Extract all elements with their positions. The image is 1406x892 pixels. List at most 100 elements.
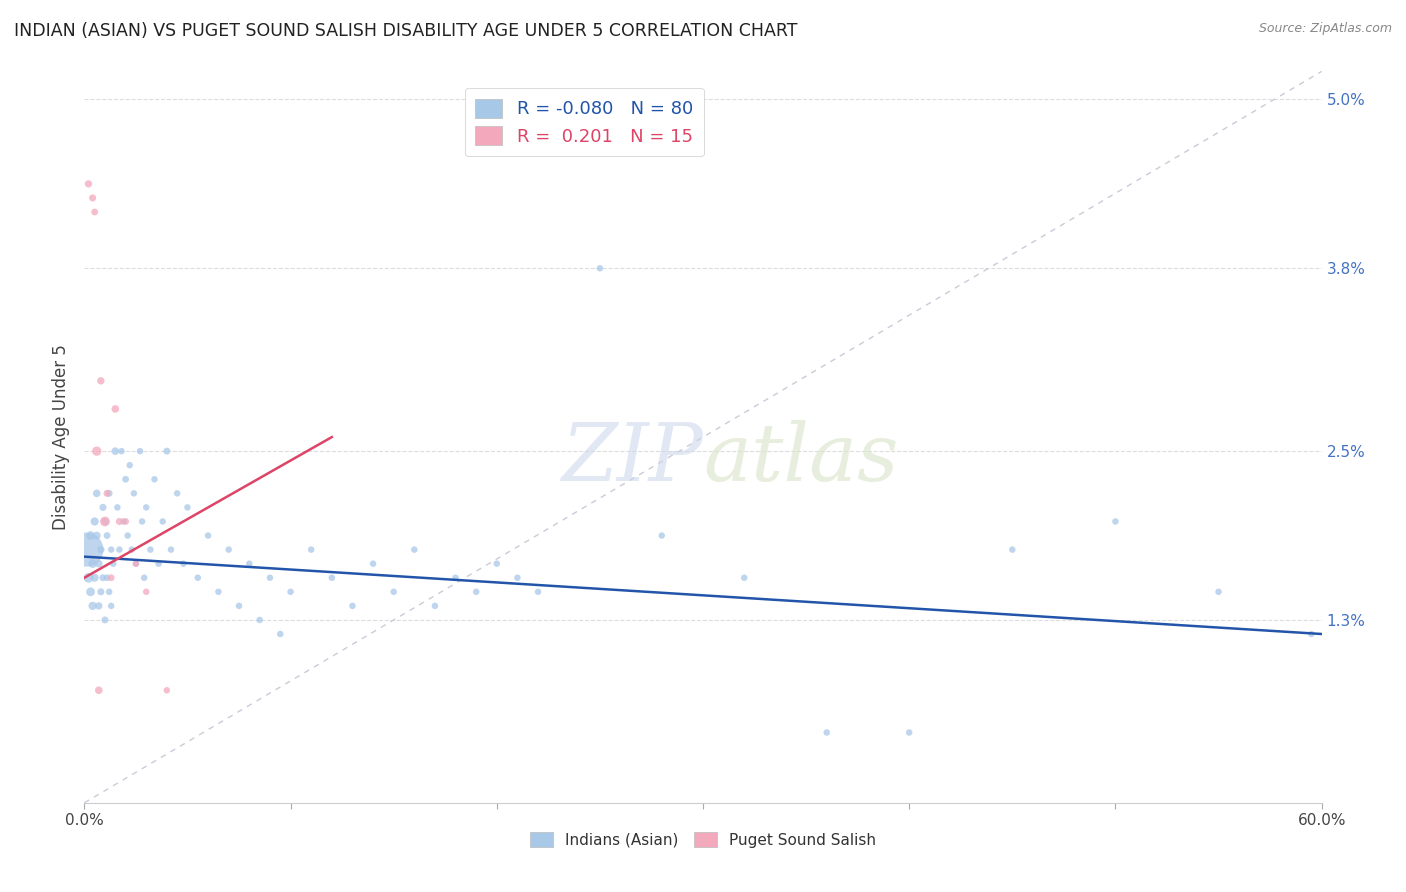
Point [527,584,550,599]
Point [444,571,467,585]
Point [100,599,122,613]
Point [87,599,110,613]
Point [83,205,105,219]
Point [96,571,118,585]
Point [77,177,100,191]
Point [589,261,612,276]
Point [404,542,426,557]
Text: INDIAN (ASIAN) VS PUGET SOUND SALISH DISABILITY AGE UNDER 5 CORRELATION CHART: INDIAN (ASIAN) VS PUGET SOUND SALISH DIS… [14,22,797,40]
Point [114,515,136,529]
Point [382,584,405,599]
Point [152,515,174,529]
Point [108,515,131,529]
Point [228,599,250,613]
Y-axis label: Disability Age Under 5: Disability Age Under 5 [52,344,70,530]
Point [117,528,139,542]
Point [96,486,118,500]
Point [733,571,755,585]
Point [103,557,125,571]
Point [238,557,260,571]
Point [87,683,110,698]
Point [100,542,122,557]
Point [135,584,157,599]
Point [134,571,156,585]
Point [160,542,183,557]
Point [83,571,105,585]
Point [82,191,104,205]
Point [651,528,673,542]
Point [1301,627,1323,641]
Text: atlas: atlas [703,420,898,498]
Point [156,444,179,458]
Point [77,571,100,585]
Point [94,613,117,627]
Point [249,613,271,627]
Point [90,584,112,599]
Point [104,444,127,458]
Point [135,500,157,515]
Point [143,472,166,486]
Point [187,571,209,585]
Point [82,557,104,571]
Point [98,584,121,599]
Point [280,584,302,599]
Point [100,571,122,585]
Point [125,557,148,571]
Text: Source: ZipAtlas.com: Source: ZipAtlas.com [1258,22,1392,36]
Point [94,515,117,529]
Point [98,486,121,500]
Point [299,542,322,557]
Text: ZIP: ZIP [561,420,703,498]
Point [506,571,529,585]
Point [118,458,141,473]
Point [105,500,128,515]
Point [423,599,446,613]
Point [197,528,219,542]
Point [1208,584,1230,599]
Point [79,584,101,599]
Point [125,557,148,571]
Point [96,528,118,542]
Point [148,557,170,571]
Point [114,472,136,486]
Point [259,571,281,585]
Point [172,557,194,571]
Point [83,515,105,529]
Point [91,500,114,515]
Point [108,542,131,557]
Point [82,599,104,613]
Point [75,542,97,557]
Point [465,584,488,599]
Point [112,515,135,529]
Point [129,444,152,458]
Point [207,584,229,599]
Point [110,444,132,458]
Point [121,542,143,557]
Point [122,486,145,500]
Point [342,599,364,613]
Point [485,557,508,571]
Point [1001,542,1024,557]
Point [269,627,291,641]
Point [815,725,838,739]
Legend: Indians (Asian), Puget Sound Salish: Indians (Asian), Puget Sound Salish [524,825,882,854]
Point [218,542,240,557]
Point [1104,515,1126,529]
Point [156,683,179,698]
Point [91,571,114,585]
Point [321,571,343,585]
Point [898,725,921,739]
Point [86,486,108,500]
Point [90,542,112,557]
Point [94,515,117,529]
Point [166,486,188,500]
Point [90,374,112,388]
Point [79,528,101,542]
Point [139,542,162,557]
Point [86,444,108,458]
Point [86,528,108,542]
Point [176,500,198,515]
Point [104,401,127,416]
Point [361,557,384,571]
Point [131,515,153,529]
